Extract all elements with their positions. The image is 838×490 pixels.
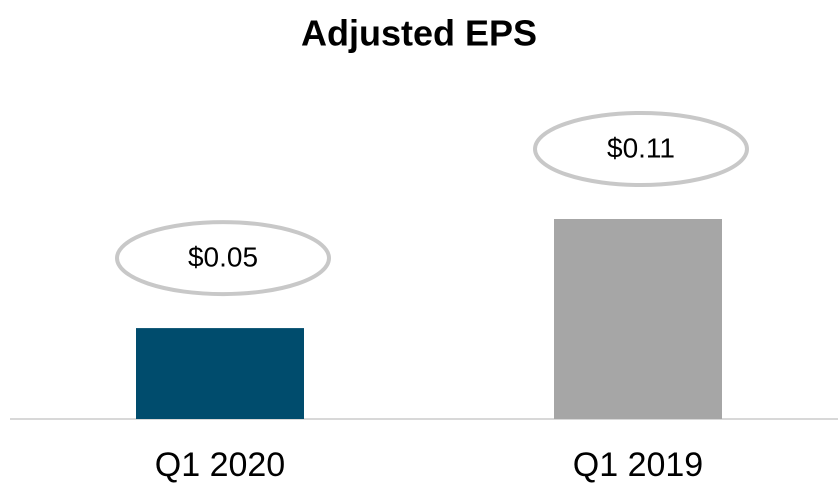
value-label: $0.11: [607, 132, 675, 163]
value-label: $0.05: [188, 241, 258, 272]
label-ellipse: [533, 111, 749, 187]
chart-title: Adjusted EPS: [301, 13, 537, 54]
bar: [554, 219, 722, 419]
bar: [136, 328, 304, 419]
label-ellipse: [115, 220, 331, 297]
x-tick-label: Q1 2020: [155, 446, 285, 484]
x-tick-label: Q1 2019: [573, 446, 703, 484]
